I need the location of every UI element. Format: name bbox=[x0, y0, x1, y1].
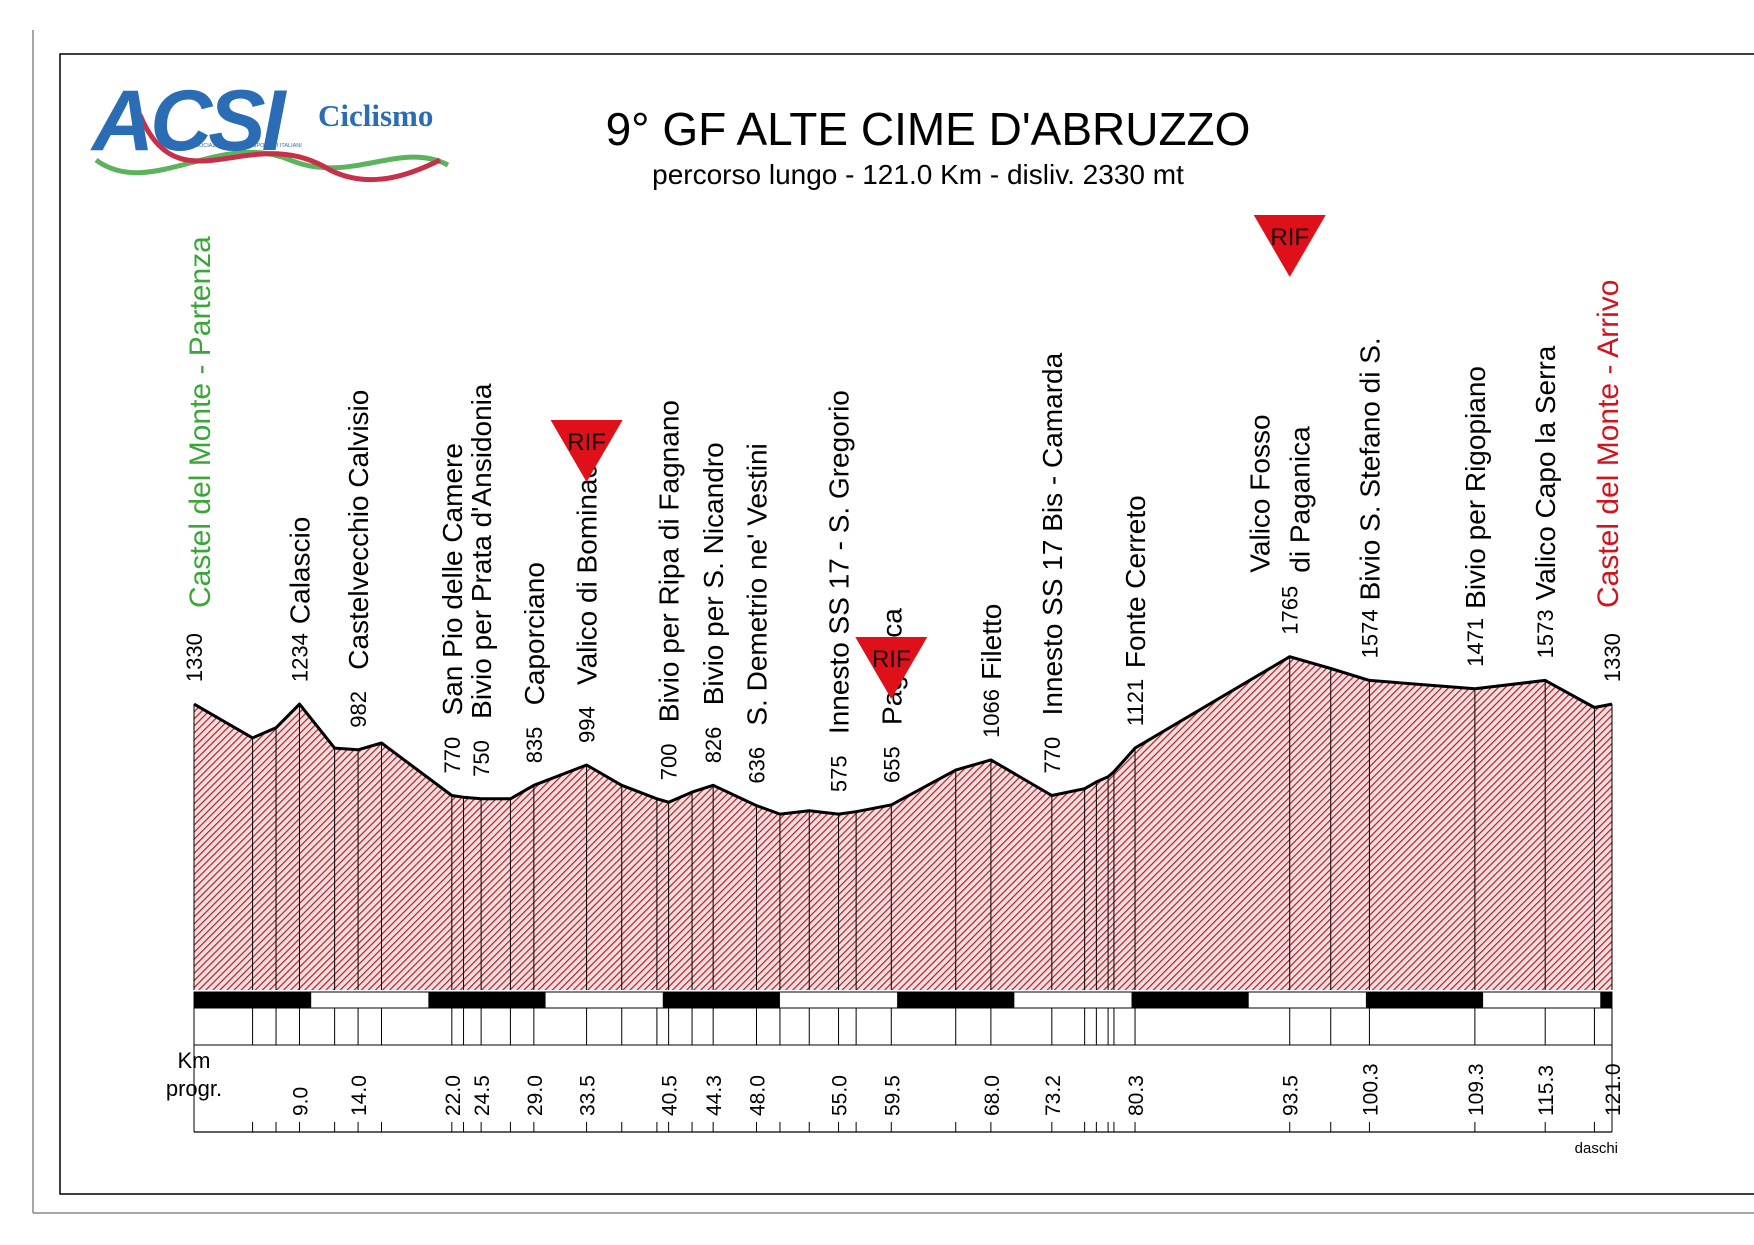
km-label: 68.0 bbox=[981, 1075, 1004, 1116]
km-label: 44.3 bbox=[703, 1075, 726, 1116]
rif-marker-triangle bbox=[550, 420, 623, 482]
waypoint-name: Filetto bbox=[976, 604, 1007, 680]
waypoint-name: Valico Capo la Serra bbox=[1530, 345, 1561, 600]
waypoint-altitude: 770 bbox=[1040, 737, 1065, 774]
chart-subtitle: percorso lungo - 121.0 Km - disliv. 2330… bbox=[652, 159, 1184, 190]
scale-segment bbox=[662, 992, 780, 1008]
rif-marker-triangle bbox=[1253, 215, 1326, 277]
waypoint-name: San Pio delle Camere bbox=[437, 443, 468, 715]
km-label: 59.5 bbox=[881, 1075, 904, 1116]
scale-segment bbox=[1600, 992, 1612, 1008]
chart-title: 9° GF ALTE CIME D'ABRUZZO bbox=[606, 103, 1251, 155]
waypoint-altitude: 1573 bbox=[1533, 609, 1558, 658]
waypoint-altitude: 700 bbox=[657, 744, 682, 781]
scale-segment bbox=[194, 992, 312, 1008]
waypoint-altitude: 994 bbox=[575, 706, 600, 743]
km-label: 48.0 bbox=[747, 1075, 770, 1116]
markers-layer bbox=[193, 656, 1613, 1133]
km-scale-bar bbox=[193, 991, 1613, 1132]
km-label: 14.0 bbox=[348, 1075, 371, 1116]
km-label: 115.3 bbox=[1535, 1065, 1558, 1116]
scale-segment bbox=[1131, 992, 1249, 1008]
waypoint-name: Caporciano bbox=[519, 562, 550, 705]
scale-segment bbox=[1365, 992, 1484, 1008]
rif-markers: RIF RIF RIF bbox=[550, 215, 1326, 699]
waypoint-altitude: 1330 bbox=[182, 633, 207, 682]
acsi-logo: ACSI Ciclismo ASSOCIAZIONE CENTRI SPORTI… bbox=[90, 73, 450, 183]
rif-marker-label: RIF bbox=[872, 646, 911, 673]
waypoint-name: Castelvecchio Calvisio bbox=[343, 390, 374, 670]
km-label: 33.5 bbox=[577, 1075, 600, 1116]
km-label: 22.0 bbox=[442, 1075, 465, 1116]
waypoint-altitude: 1330 bbox=[1600, 633, 1625, 682]
waypoint-name: Innesto SS 17 Bis - Camarda bbox=[1037, 352, 1068, 715]
scale-segment bbox=[897, 992, 1015, 1008]
km-label: 121.0 bbox=[1602, 1063, 1625, 1116]
km-label: 109.3 bbox=[1465, 1063, 1488, 1116]
waypoint-name: Fonte Cerreto bbox=[1120, 495, 1151, 668]
logo-swoosh-green bbox=[94, 149, 450, 176]
waypoint-altitude: 750 bbox=[469, 740, 494, 777]
scale-box bbox=[193, 1007, 1613, 1046]
scale-segment bbox=[428, 992, 546, 1008]
km-label: 55.0 bbox=[829, 1075, 852, 1116]
waypoint-name: Innesto SS 17 - S. Gregorio bbox=[824, 390, 855, 734]
km-label: 93.5 bbox=[1280, 1075, 1303, 1116]
logo-swoosh-red bbox=[137, 114, 442, 183]
waypoint-name: Calascio bbox=[284, 517, 315, 624]
waypoint-name: S. Demetrio ne' Vestini bbox=[742, 443, 773, 725]
waypoint-name: Bivio per Ripa di Fagnano bbox=[654, 400, 685, 722]
waypoint-labels: 9.0 14.0 22.0 24.5 29.0 33.5 40.5 44.3 48.0 55.0 5… bbox=[182, 337, 1625, 1116]
waypoint-name: Bivio per Prata d'Ansidonia bbox=[466, 383, 497, 719]
km-label: 29.0 bbox=[524, 1075, 547, 1116]
waypoint-altitude: 575 bbox=[827, 755, 852, 792]
waypoint-altitude: 1121 bbox=[1123, 679, 1148, 726]
rif-marker-label: RIF bbox=[567, 429, 606, 456]
waypoint-altitude: 1574 bbox=[1357, 609, 1382, 658]
rif-marker-triangle bbox=[855, 637, 928, 699]
waypoint-altitude: 770 bbox=[440, 737, 465, 774]
waypoint-name: Bivio per Rigopiano bbox=[1460, 366, 1491, 609]
rif-marker-label: RIF bbox=[1270, 224, 1309, 251]
waypoint-name: Valico di Bominaco bbox=[572, 449, 603, 685]
credit-label: daschi bbox=[1575, 1140, 1618, 1157]
km-label: 80.3 bbox=[1125, 1075, 1148, 1116]
waypoint-altitude: 1066 bbox=[979, 689, 1004, 738]
waypoint-name: Bivio per S. Nicandro bbox=[698, 442, 729, 705]
km-label: 9.0 bbox=[289, 1087, 312, 1116]
km-label: 73.2 bbox=[1042, 1075, 1065, 1116]
waypoint-name: Bivio S. Stefano di S. bbox=[1354, 337, 1385, 600]
logo-tagline: ASSOCIAZIONE CENTRI SPORTIVI ITALIANI bbox=[188, 143, 302, 149]
chart-frame bbox=[59, 53, 1754, 1195]
logo-brand: Ciclismo bbox=[318, 98, 433, 133]
start-label: Castel del Monte - Partenza bbox=[184, 236, 217, 608]
waypoint-altitude: 655 bbox=[879, 746, 904, 783]
elevation-area bbox=[194, 656, 1612, 990]
km-label: 24.5 bbox=[471, 1075, 494, 1116]
finish-label: Castel del Monte - Arrivo bbox=[1592, 280, 1625, 608]
waypoint-altitude: 826 bbox=[701, 727, 726, 764]
waypoint-altitude: 982 bbox=[346, 691, 371, 728]
waypoint-altitude: 1471 bbox=[1463, 618, 1488, 667]
km-label: 100.3 bbox=[1359, 1063, 1382, 1116]
logo-letters: ACSI bbox=[90, 73, 288, 169]
waypoint-altitude: 1234 bbox=[287, 633, 312, 682]
km-label: 40.5 bbox=[659, 1075, 682, 1116]
waypoint-altitude: 636 bbox=[745, 747, 770, 784]
waypoint-altitude: 835 bbox=[522, 727, 547, 764]
waypoint-altitude: 1765 bbox=[1278, 586, 1303, 635]
waypoint-name-line2: di Paganica bbox=[1285, 426, 1316, 573]
waypoint-name: Valico Fosso bbox=[1245, 414, 1276, 572]
